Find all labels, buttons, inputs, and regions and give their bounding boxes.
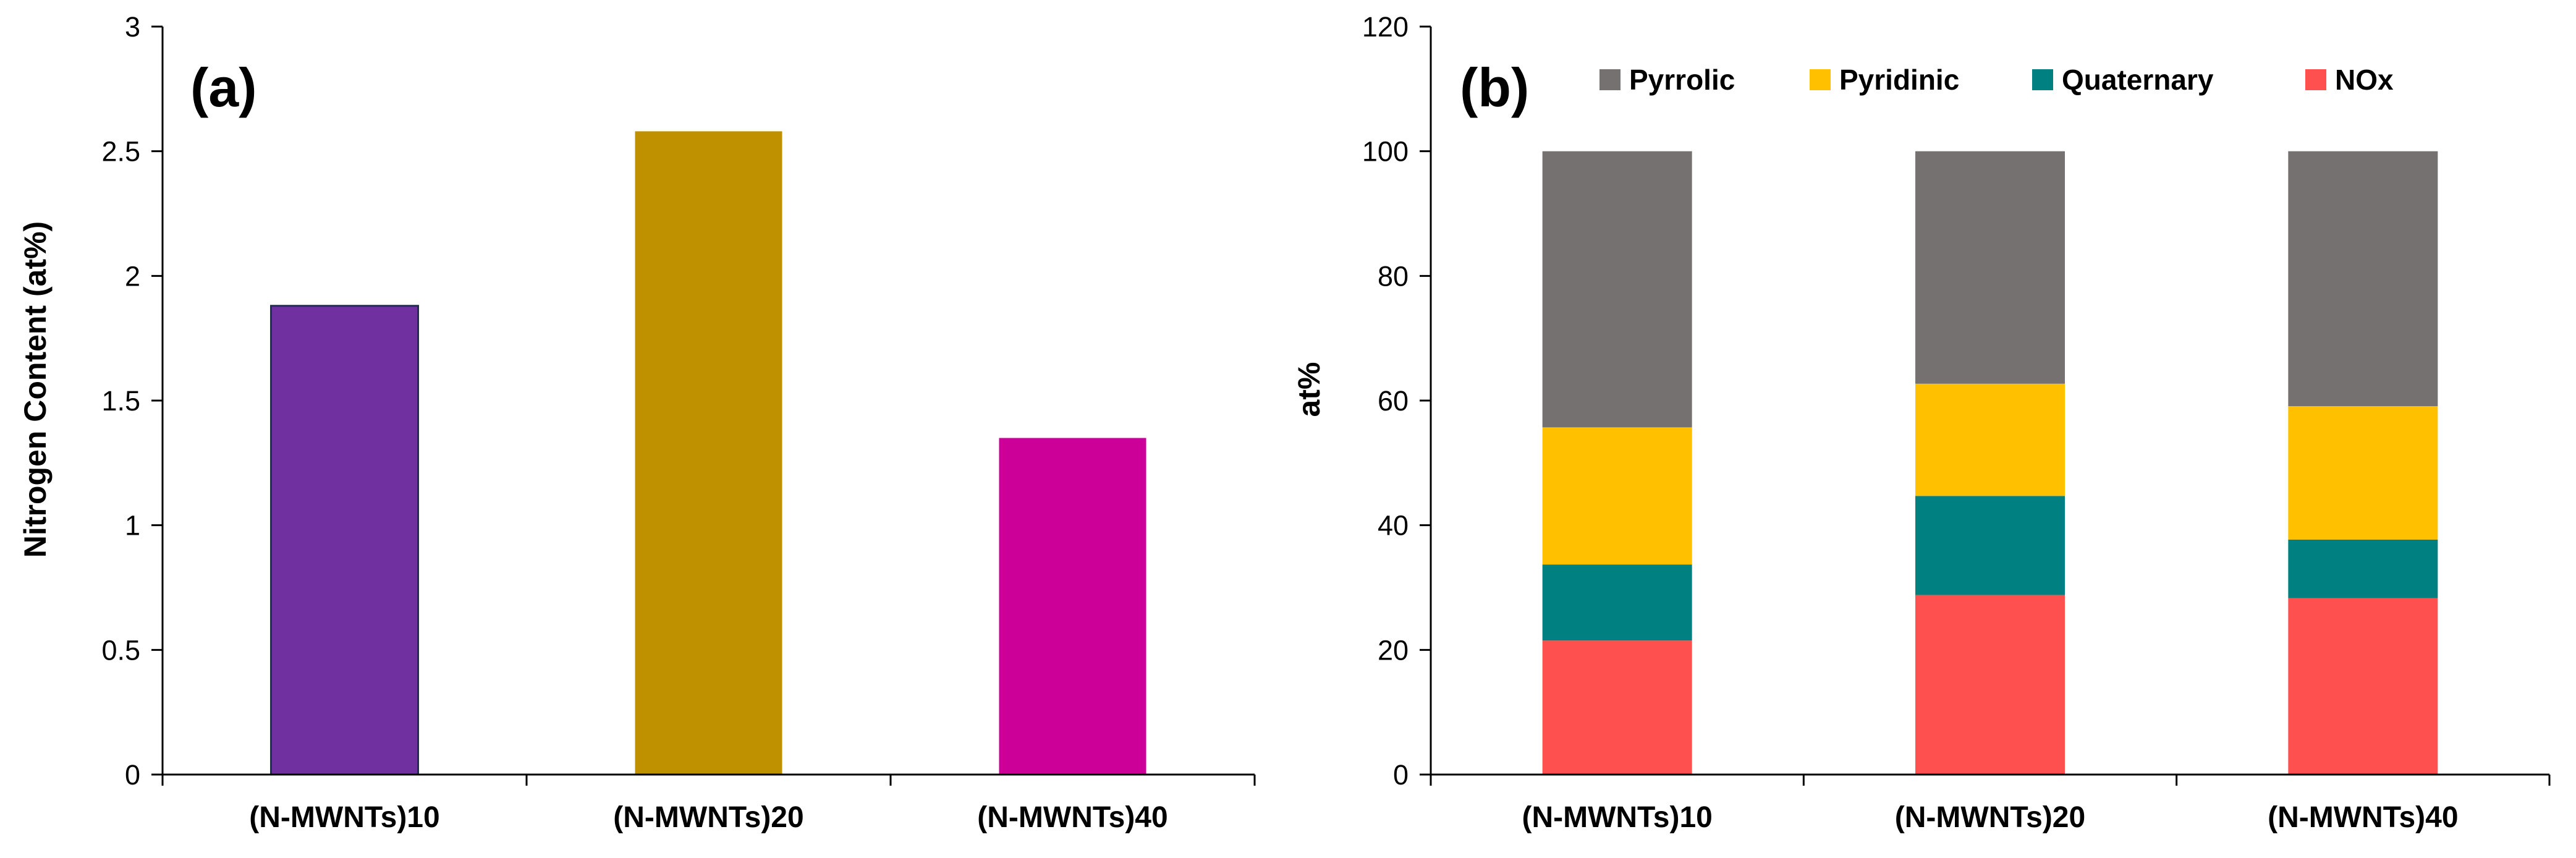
chart-a-y-tick-label: 3: [125, 11, 140, 43]
chart-a-bar: [270, 305, 419, 776]
chart-a-x-tick-label: (N-MWNTs)20: [613, 801, 803, 834]
chart-a-bar: [635, 131, 782, 775]
chart-b-y-axis-label: at%: [1292, 362, 1326, 417]
chart-b-legend: Pyrrolic Pyridinic Quaternary NOx: [1599, 64, 2394, 96]
legend-swatch-nox: [2305, 69, 2326, 90]
chart-a-x-ticks: (N-MWNTs)10 (N-MWNTs)20 (N-MWNTs)40: [161, 775, 1256, 834]
chart-a-bars: [270, 131, 1146, 776]
chart-b-y-tick-label: 40: [1378, 510, 1409, 542]
chart-a-x-tick-label: (N-MWNTs)40: [977, 801, 1167, 834]
chart-b-y-ticks: 0 20 40 60 80 100 120: [1362, 11, 1431, 791]
chart-a-y-ticks: 0 0.5 1 1.5 2 2.5 3: [101, 11, 163, 791]
chart-b-y-tick-label: 80: [1378, 260, 1409, 292]
chart-b-y-tick-label: 120: [1362, 11, 1409, 43]
chart-a-x-tick-label: (N-MWNTs)10: [249, 801, 439, 834]
legend-label-pyrrolic: Pyrrolic: [1629, 64, 1735, 96]
chart-b-x-tick-label: (N-MWNTs)10: [1522, 801, 1712, 834]
legend-label-pyridinic: Pyridinic: [1839, 64, 1959, 96]
chart-a-y-tick-label: 2.5: [101, 136, 140, 168]
chart-b-x-ticks: (N-MWNTs)10 (N-MWNTs)20 (N-MWNTs)40: [1430, 775, 2551, 834]
chart-a-y-axis-label: Nitrogen Content (at%): [18, 221, 53, 558]
chart-b-segment-nox: [2288, 598, 2438, 775]
legend-label-nox: NOx: [2335, 64, 2394, 96]
chart-a-y-tick-label: 0.5: [101, 634, 140, 666]
chart-b-segment-pyrrolic: [1915, 151, 2065, 384]
chart-b-segment-pyridinic: [1542, 427, 1692, 565]
chart-b-y-tick-label: 60: [1378, 385, 1409, 417]
panel-label-a: (a): [190, 57, 257, 118]
chart-a-y-tick-label: 0: [125, 759, 140, 791]
chart-b-segment-nox: [1542, 640, 1692, 775]
panel-label-b: (b): [1460, 57, 1529, 118]
chart-a-bar: [999, 438, 1146, 775]
legend-swatch-pyrrolic: [1599, 69, 1621, 90]
chart-b-x-tick-label: (N-MWNTs)40: [2268, 801, 2458, 834]
legend-label-quaternary: Quaternary: [2062, 64, 2214, 96]
chart-b-segment-pyridinic: [1915, 383, 2065, 496]
chart-a-y-tick-label: 1: [125, 510, 140, 542]
chart-b-segment-pyrrolic: [1542, 151, 1692, 428]
chart-b-x-tick-label: (N-MWNTs)20: [1895, 801, 2085, 834]
chart-a-y-tick-label: 1.5: [101, 385, 140, 417]
chart-b-y-tick-label: 0: [1393, 759, 1409, 791]
chart-b-y-tick-label: 20: [1378, 634, 1409, 666]
legend-swatch-quaternary: [2032, 69, 2053, 90]
legend-swatch-pyridinic: [1810, 69, 1831, 90]
chart-b-segment-nox: [1915, 595, 2065, 775]
chart-a: 00.511.522.53 (N-MWNTs)10 (N-MWNTs)20 (N-M…: [18, 11, 1256, 834]
chart-b-segment-quaternary: [1542, 564, 1692, 641]
chart-a-y-tick-label: 2: [125, 260, 140, 292]
chart-b-bars: [1542, 151, 2438, 775]
chart-b-segment-pyrrolic: [2288, 151, 2438, 407]
chart-b-segment-quaternary: [2288, 539, 2438, 598]
chart-b-segment-pyridinic: [2288, 406, 2438, 540]
chart-b-segment-quaternary: [1915, 496, 2065, 595]
chart-b-y-tick-label: 100: [1362, 136, 1409, 168]
